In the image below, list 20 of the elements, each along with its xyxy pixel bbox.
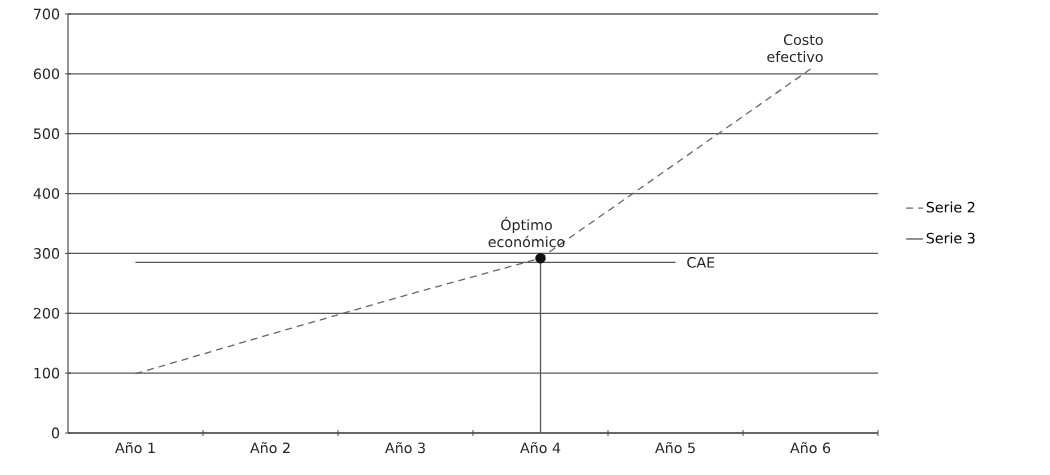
annotation: Costo efectivo bbox=[767, 34, 823, 63]
y-tick-label: 300 bbox=[33, 248, 60, 259]
y-tick-label: 200 bbox=[33, 307, 60, 319]
y-tick-label: 500 bbox=[33, 128, 60, 140]
y-tick-label: 0 bbox=[51, 427, 60, 439]
annotation: CAE bbox=[687, 257, 715, 268]
x-tick-label: Año 3 bbox=[385, 441, 425, 454]
x-tick-label: Año 1 bbox=[115, 441, 155, 454]
y-tick-label: 400 bbox=[33, 188, 60, 199]
x-tick-label: Año 6 bbox=[790, 441, 831, 454]
x-tick-label: Año 5 bbox=[655, 441, 695, 454]
legend-label: Serie 2 bbox=[926, 201, 975, 213]
annotation: Óptimo económico bbox=[488, 216, 565, 248]
x-tick-label: Año 4 bbox=[520, 441, 561, 454]
line-series bbox=[134, 68, 812, 375]
y-tick-label: 700 bbox=[34, 8, 60, 20]
legend-label: Serie 3 bbox=[926, 232, 975, 244]
y-tick-label: 600 bbox=[33, 68, 60, 80]
y-tick-label: 100 bbox=[34, 367, 60, 379]
x-tick-label: Año 2 bbox=[250, 441, 290, 454]
